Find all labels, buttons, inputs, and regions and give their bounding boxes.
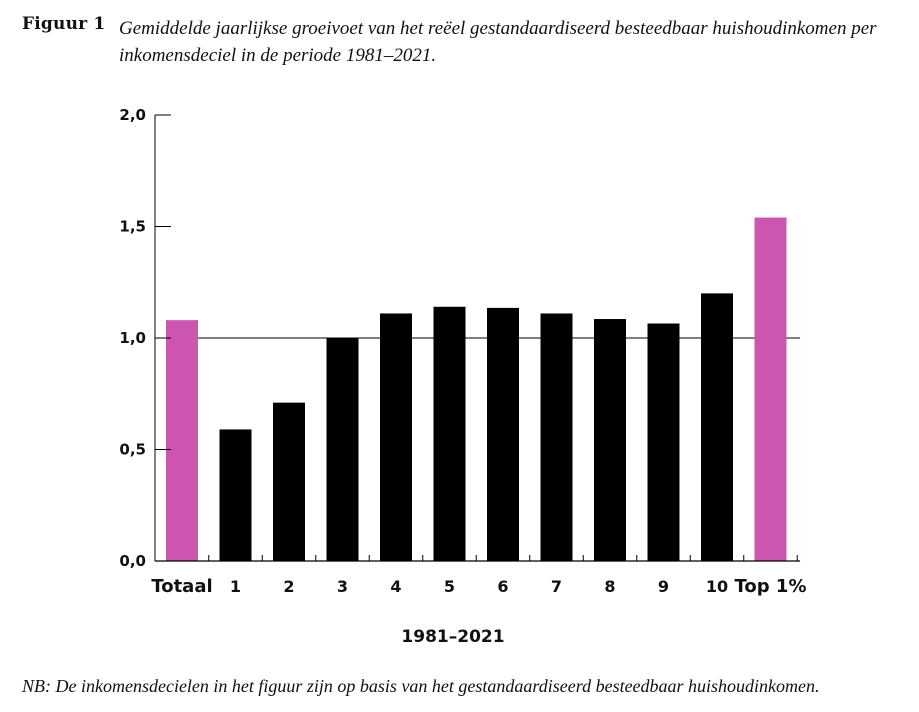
x-axis-title: 1981–2021 <box>401 627 504 647</box>
bar-6 <box>487 307 519 561</box>
x-tick-label: 9 <box>658 577 669 596</box>
y-tick-label: 1,5 <box>119 218 146 236</box>
bar-7 <box>540 313 573 561</box>
x-tick-label: 4 <box>390 577 401 596</box>
bar-1 <box>219 429 252 561</box>
y-tick-label: 1,0 <box>119 329 146 347</box>
x-tick-label: Totaal <box>151 576 212 597</box>
bar-8 <box>594 319 626 561</box>
y-tick-label: 0,5 <box>119 441 146 459</box>
x-tick-label: 5 <box>444 577 455 596</box>
x-tick-label: 6 <box>497 577 508 596</box>
figure-label: Figuur 1 <box>22 14 106 34</box>
bar-9 <box>647 323 680 561</box>
bar-5 <box>433 306 466 561</box>
y-tick-label: 0,0 <box>119 552 146 570</box>
x-tick-label: 8 <box>604 577 615 596</box>
x-tick-label: 3 <box>337 577 348 596</box>
x-tick-label: 7 <box>551 577 562 596</box>
y-tick-label: 2,0 <box>119 106 146 124</box>
bar-10 <box>701 293 733 561</box>
x-tick-label: 1 <box>230 577 241 596</box>
bar-3 <box>326 338 359 561</box>
x-tick-label: 10 <box>706 577 728 596</box>
bar-totaal <box>166 320 198 561</box>
x-tick-label: Top 1% <box>735 576 807 597</box>
bar-4 <box>380 313 412 561</box>
bar-2 <box>273 402 305 561</box>
bar-chart: 0,0 0,5 1,0 1,5 2,0 Totaal 1 2 3 4 5 6 7 8 9 10 Top 1% 19… <box>119 106 807 647</box>
x-tick-label: 2 <box>283 577 294 596</box>
figure-caption: Gemiddelde jaarlijkse groeivoet van het … <box>119 18 877 66</box>
footnote: NB: De inkomensdecielen in het figuur zi… <box>22 676 820 696</box>
bar-top-1- <box>754 217 787 561</box>
